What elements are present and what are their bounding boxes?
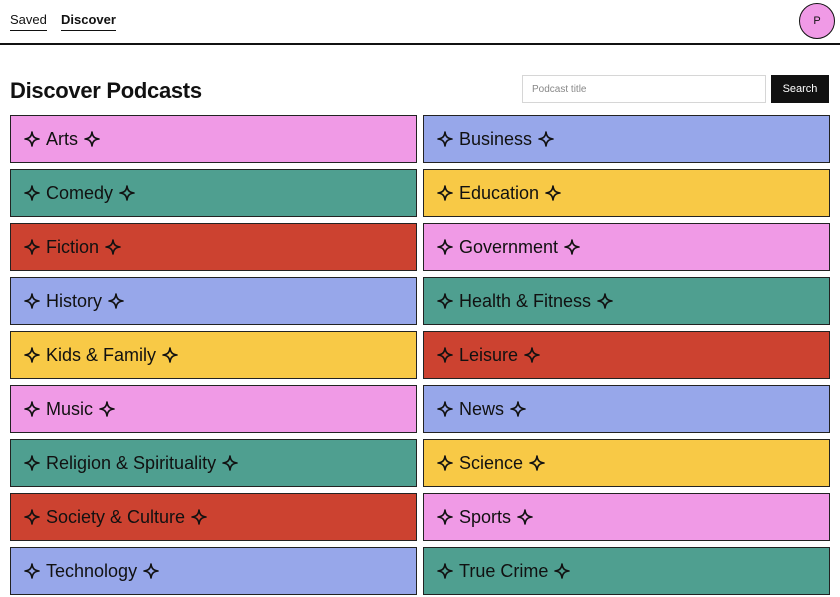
sparkle-icon (437, 563, 453, 579)
top-navigation: Saved Discover P (0, 0, 840, 45)
sparkle-icon (437, 131, 453, 147)
sparkle-icon (437, 293, 453, 309)
sparkle-icon (191, 509, 207, 525)
category-label: Society & Culture (46, 507, 186, 527)
sparkle-icon (222, 455, 238, 471)
sparkle-icon (564, 239, 580, 255)
category-label: Fiction (46, 237, 100, 257)
category-label: True Crime (459, 561, 549, 581)
sparkle-icon (24, 185, 40, 201)
category-leisure[interactable]: Leisure (423, 331, 830, 379)
sparkle-icon (437, 455, 453, 471)
category-label: Science (459, 453, 524, 473)
sparkle-icon (24, 509, 40, 525)
category-label: Technology (46, 561, 138, 581)
category-arts[interactable]: Arts (10, 115, 417, 163)
sparkle-icon (24, 455, 40, 471)
avatar[interactable]: P (799, 3, 835, 39)
search-button[interactable]: Search (771, 75, 829, 103)
nav-saved-link[interactable]: Saved (10, 12, 47, 31)
sparkle-icon (143, 563, 159, 579)
sparkle-icon (24, 563, 40, 579)
category-science[interactable]: Science (423, 439, 830, 487)
sparkle-icon (437, 347, 453, 363)
category-kids-family[interactable]: Kids & Family (10, 331, 417, 379)
category-news[interactable]: News (423, 385, 830, 433)
category-label: Music (46, 399, 94, 419)
category-society-culture[interactable]: Society & Culture (10, 493, 417, 541)
sparkle-icon (162, 347, 178, 363)
sparkle-icon (554, 563, 571, 579)
category-label: Education (459, 183, 540, 203)
sparkle-icon (437, 401, 453, 417)
sparkle-icon (99, 401, 115, 417)
category-grid: Arts Business Comedy Education Ficti (10, 115, 830, 595)
sparkle-icon (108, 293, 124, 309)
category-technology[interactable]: Technology (10, 547, 417, 595)
sparkle-icon (529, 455, 545, 471)
sparkle-icon (105, 239, 121, 255)
sparkle-icon (524, 347, 540, 363)
category-business[interactable]: Business (423, 115, 830, 163)
category-label: Arts (46, 129, 79, 149)
sparkle-icon (84, 131, 100, 147)
search-input[interactable] (522, 75, 766, 103)
page-title: Discover Podcasts (10, 78, 202, 103)
sparkle-icon (24, 131, 40, 147)
sparkle-icon (24, 293, 40, 309)
category-sports[interactable]: Sports (423, 493, 830, 541)
nav-discover-link[interactable]: Discover (61, 12, 116, 31)
category-comedy[interactable]: Comedy (10, 169, 417, 217)
sparkle-icon (510, 401, 526, 417)
sparkle-icon (24, 239, 40, 255)
category-history[interactable]: History (10, 277, 417, 325)
category-label: Sports (459, 507, 512, 527)
category-label: Kids & Family (46, 345, 157, 365)
category-health-fitness[interactable]: Health & Fitness (423, 277, 830, 325)
category-label: News (459, 399, 505, 419)
category-education[interactable]: Education (423, 169, 830, 217)
sparkle-icon (545, 185, 561, 201)
sparkle-icon (119, 185, 135, 201)
category-label: Comedy (46, 183, 114, 203)
category-label: Leisure (459, 345, 519, 365)
sparkle-icon (437, 509, 453, 525)
category-religion-spirituality[interactable]: Religion & Spirituality (10, 439, 417, 487)
category-label: Health & Fitness (459, 291, 592, 311)
category-label: Business (459, 129, 533, 149)
category-label: Government (459, 237, 559, 257)
category-label: Religion & Spirituality (46, 453, 217, 473)
sparkle-icon (597, 293, 613, 309)
sparkle-icon (517, 509, 533, 525)
sparkle-icon (24, 347, 40, 363)
sparkle-icon (437, 239, 453, 255)
sparkle-icon (24, 401, 40, 417)
sparkle-icon (538, 131, 554, 147)
category-fiction[interactable]: Fiction (10, 223, 417, 271)
category-government[interactable]: Government (423, 223, 830, 271)
category-label: History (46, 291, 103, 311)
category-true-crime[interactable]: True Crime (423, 547, 830, 595)
category-music[interactable]: Music (10, 385, 417, 433)
sparkle-icon (437, 185, 453, 201)
